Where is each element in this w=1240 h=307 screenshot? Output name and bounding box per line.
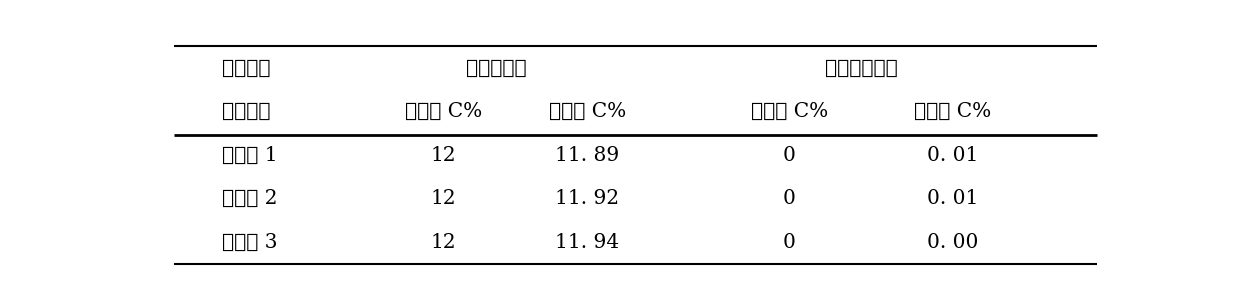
Text: 11. 94: 11. 94 xyxy=(556,232,620,251)
Text: 12: 12 xyxy=(430,146,456,165)
Text: 平行样 2: 平行样 2 xyxy=(222,189,278,208)
Text: 元素含量: 元素含量 xyxy=(222,102,270,121)
Text: 标准值 C%: 标准值 C% xyxy=(750,102,828,121)
Text: 平行样 3: 平行样 3 xyxy=(222,232,278,251)
Text: 12: 12 xyxy=(430,232,456,251)
Text: 处理类型: 处理类型 xyxy=(222,59,270,78)
Text: 0: 0 xyxy=(782,189,796,208)
Text: 碳酸钙原样: 碳酸钙原样 xyxy=(466,59,527,78)
Text: 测定值 C%: 测定值 C% xyxy=(914,102,991,121)
Text: 标准值 C%: 标准值 C% xyxy=(404,102,482,121)
Text: 碳酸钙酸处理: 碳酸钙酸处理 xyxy=(825,59,898,78)
Text: 0: 0 xyxy=(782,146,796,165)
Text: 11. 92: 11. 92 xyxy=(556,189,620,208)
Text: 测定值 C%: 测定值 C% xyxy=(549,102,626,121)
Text: 11. 89: 11. 89 xyxy=(556,146,620,165)
Text: 12: 12 xyxy=(430,189,456,208)
Text: 0. 01: 0. 01 xyxy=(928,189,978,208)
Text: 平行样 1: 平行样 1 xyxy=(222,146,278,165)
Text: 0: 0 xyxy=(782,232,796,251)
Text: 0. 01: 0. 01 xyxy=(928,146,978,165)
Text: 0. 00: 0. 00 xyxy=(928,232,978,251)
